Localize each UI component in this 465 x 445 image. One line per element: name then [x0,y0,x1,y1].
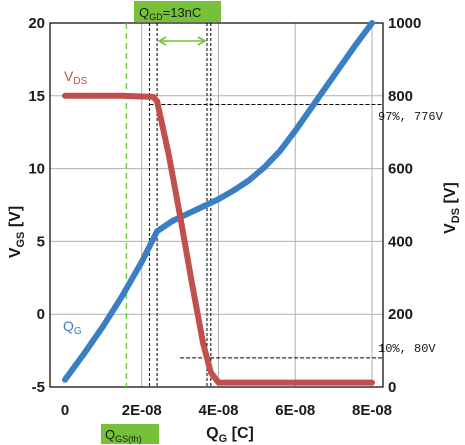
data-point-v-ds [120,93,126,99]
y-right-tick-label: 400 [388,233,413,250]
data-point-q-g [215,196,222,202]
qgd-label-main: Q [139,5,149,20]
data-point-q-g [62,377,68,383]
y-left-tick-label: -5 [32,379,45,396]
annotation-10-percent: 10%, 80V [378,342,436,356]
x-tick-label: 2E-08 [122,402,162,419]
data-point-v-ds [81,93,87,99]
qg-label-sub: G [74,326,82,337]
data-point-q-g [120,292,126,298]
y-right-tick-label: 600 [388,161,413,178]
y-left-tick-label: 5 [37,233,45,250]
qgd-label-rest: =13nC [163,5,202,20]
series-line-v-ds [62,92,375,386]
x-tick-label: 0 [61,402,69,419]
data-point-q-g [139,259,145,265]
data-point-q-g [354,40,360,47]
x-axis-title: QG [C] [206,425,254,445]
data-point-q-g [308,106,314,112]
y-left-title-sub: GS [15,232,27,248]
qg-label-main: Q [63,318,74,334]
data-point-v-ds [100,93,106,99]
data-point-q-g [200,203,206,210]
data-point-q-g [81,350,87,357]
data-point-q-g [100,323,106,329]
data-point-q-g [323,84,329,90]
guide-lines [125,23,384,387]
data-point-v-ds [189,278,195,284]
gridlines [50,23,383,387]
data-point-v-ds [154,98,160,104]
y-left-tick-label: 15 [28,88,45,105]
qgs-th-label-main: Q [105,427,115,442]
qgs-th-label-sub: GS(th) [115,434,142,444]
y-right-tick-label: 200 [388,306,413,323]
data-point-q-g [338,62,344,68]
qgd-arrow-head-left [157,36,167,46]
vds-series-label: VDS [64,68,88,87]
y-left-title-unit: [V] [7,206,24,232]
data-point-v-ds [292,380,298,386]
data-point-q-g [154,228,160,234]
data-point-v-ds [369,380,375,386]
plot-frame [49,22,384,388]
y-right-title-main: V [442,223,459,234]
data-point-q-g [169,218,175,224]
y-right-title-sub: DS [450,208,462,223]
qg-series-label: QG [63,318,82,337]
data-point-v-ds [150,94,156,100]
x-tick-label: 4E-08 [198,402,238,419]
y-left-title-main: V [7,247,24,258]
data-point-q-g [262,164,268,170]
series-line-q-g [62,20,375,383]
data-point-v-ds [200,340,206,346]
data-point-q-g [246,177,252,183]
x-title-unit: [C] [227,425,254,442]
data-point-v-ds [166,151,172,157]
data-point-v-ds [235,380,241,386]
y-right-tick-label: 1000 [388,15,421,32]
annotation-97-percent: 97%, 776V [378,110,444,124]
qgd-label-sub: GD [149,12,163,22]
x-title-sub: G [219,433,228,445]
y-right-tick-label: 800 [388,88,413,105]
data-point-q-g [369,20,375,26]
vds-label-main: V [64,68,74,84]
data-point-v-ds [139,93,145,100]
y-left-tick-label: 20 [28,15,45,32]
data-point-v-ds [177,213,183,219]
vds-label-sub: DS [73,76,87,87]
data-point-q-g [277,148,283,154]
data-point-v-ds [254,380,260,386]
qgd-label-box [134,1,221,22]
y-left-tick-label: 10 [28,161,45,178]
qgd-arrow-head-right [197,36,207,46]
data-point-v-ds [62,93,68,99]
data-point-q-g [185,211,191,217]
qgs-th-label: QGS(th) [105,427,142,444]
y-axis-right-title: VDS [V] [442,182,462,234]
data-point-v-ds [215,380,222,386]
data-point-q-g [292,128,298,134]
y-right-tick-label: 0 [388,379,396,396]
y-left-tick-label: 0 [37,306,45,323]
y-axis-left-title: VGS [V] [7,206,27,258]
x-title-main: Q [206,425,218,442]
tick-labels: 0 2E-08 4E-08 6E-08 8E-08-505101520020040060… [28,15,421,419]
series-lines [62,20,375,386]
qgd-label: QGD=13nC [139,5,201,22]
y-right-title-unit: [V] [442,182,459,208]
data-point-v-ds [331,380,337,386]
x-tick-label: 6E-08 [275,402,315,419]
x-tick-label: 8E-08 [352,402,392,419]
data-point-v-ds [208,369,214,375]
data-point-q-g [231,187,237,193]
qgs-th-label-box [101,424,159,444]
